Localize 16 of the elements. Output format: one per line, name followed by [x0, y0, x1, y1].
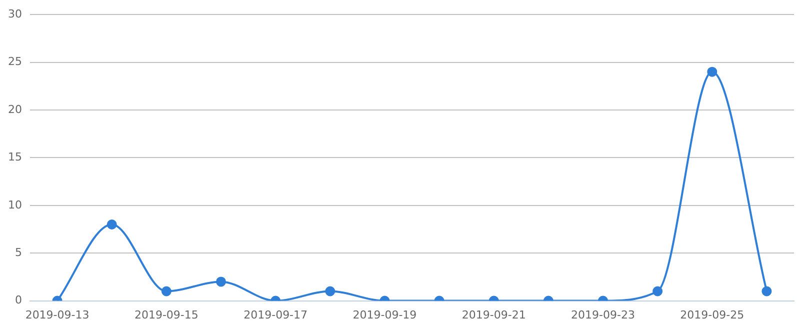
x-tick-label: 2019-09-17	[244, 308, 308, 322]
x-tick-label: 2019-09-25	[680, 308, 744, 322]
x-tick-label: 2019-09-13	[25, 308, 90, 322]
y-tick-label: 30	[8, 7, 22, 20]
y-tick-label: 25	[8, 55, 22, 68]
x-tick-label: 2019-09-15	[134, 308, 198, 322]
y-tick-label: 0	[14, 294, 22, 307]
x-tick-label: 2019-09-19	[352, 308, 417, 322]
y-tick-label: 20	[8, 102, 22, 116]
x-tick-label: 2019-09-21	[462, 308, 526, 322]
point	[707, 66, 718, 77]
y-tick-label: 15	[8, 150, 22, 164]
x-tick-label: 2019-09-23	[571, 308, 635, 322]
y-tick-label: 10	[8, 198, 22, 212]
point	[106, 219, 117, 230]
y-tick-label: 5	[14, 246, 22, 259]
